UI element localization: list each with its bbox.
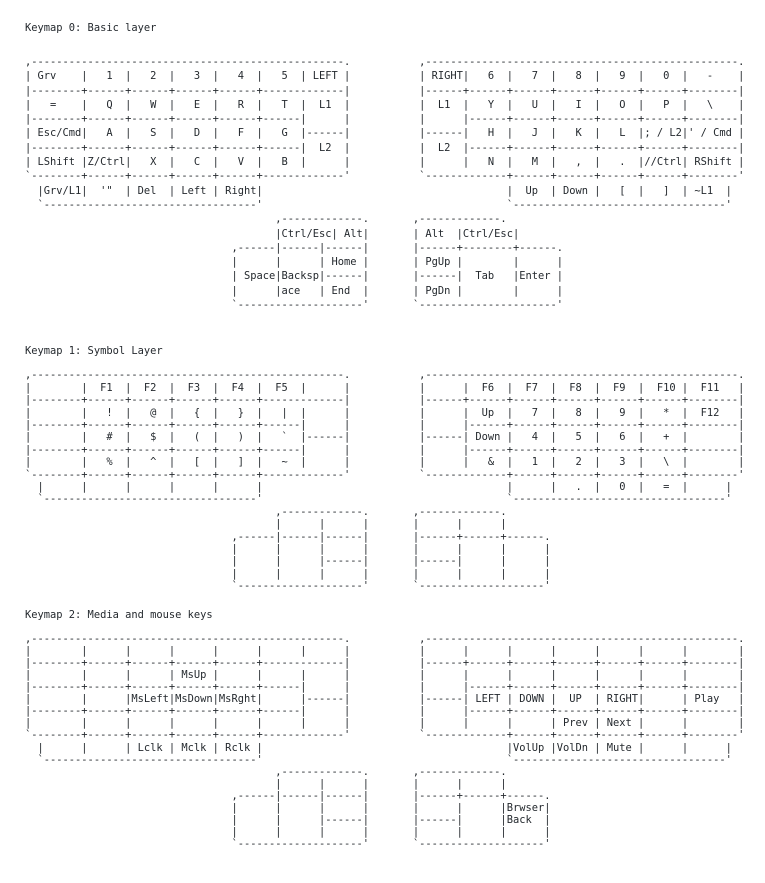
keymap-0-title: Keymap 0: Basic layer	[25, 22, 157, 34]
keymap-1-title: Keymap 1: Symbol Layer	[25, 345, 163, 358]
keymap-1-ascii-art: ,---------------------------------------…	[25, 369, 745, 593]
keymap-2-title: Keymap 2: Media and mouse keys	[25, 608, 213, 621]
keymap-section-basic: Keymap 0: Basic layer ,-----------------…	[25, 22, 765, 312]
keymap-section-media: Keymap 2: Media and mouse keys ,--------…	[25, 609, 765, 851]
keymap-0-ascii-art: ,---------------------------------------…	[25, 56, 745, 312]
keymap-section-symbol: Keymap 1: Symbol Layer ,----------------…	[25, 345, 765, 592]
keymap-2-ascii-art: ,---------------------------------------…	[25, 632, 745, 851]
